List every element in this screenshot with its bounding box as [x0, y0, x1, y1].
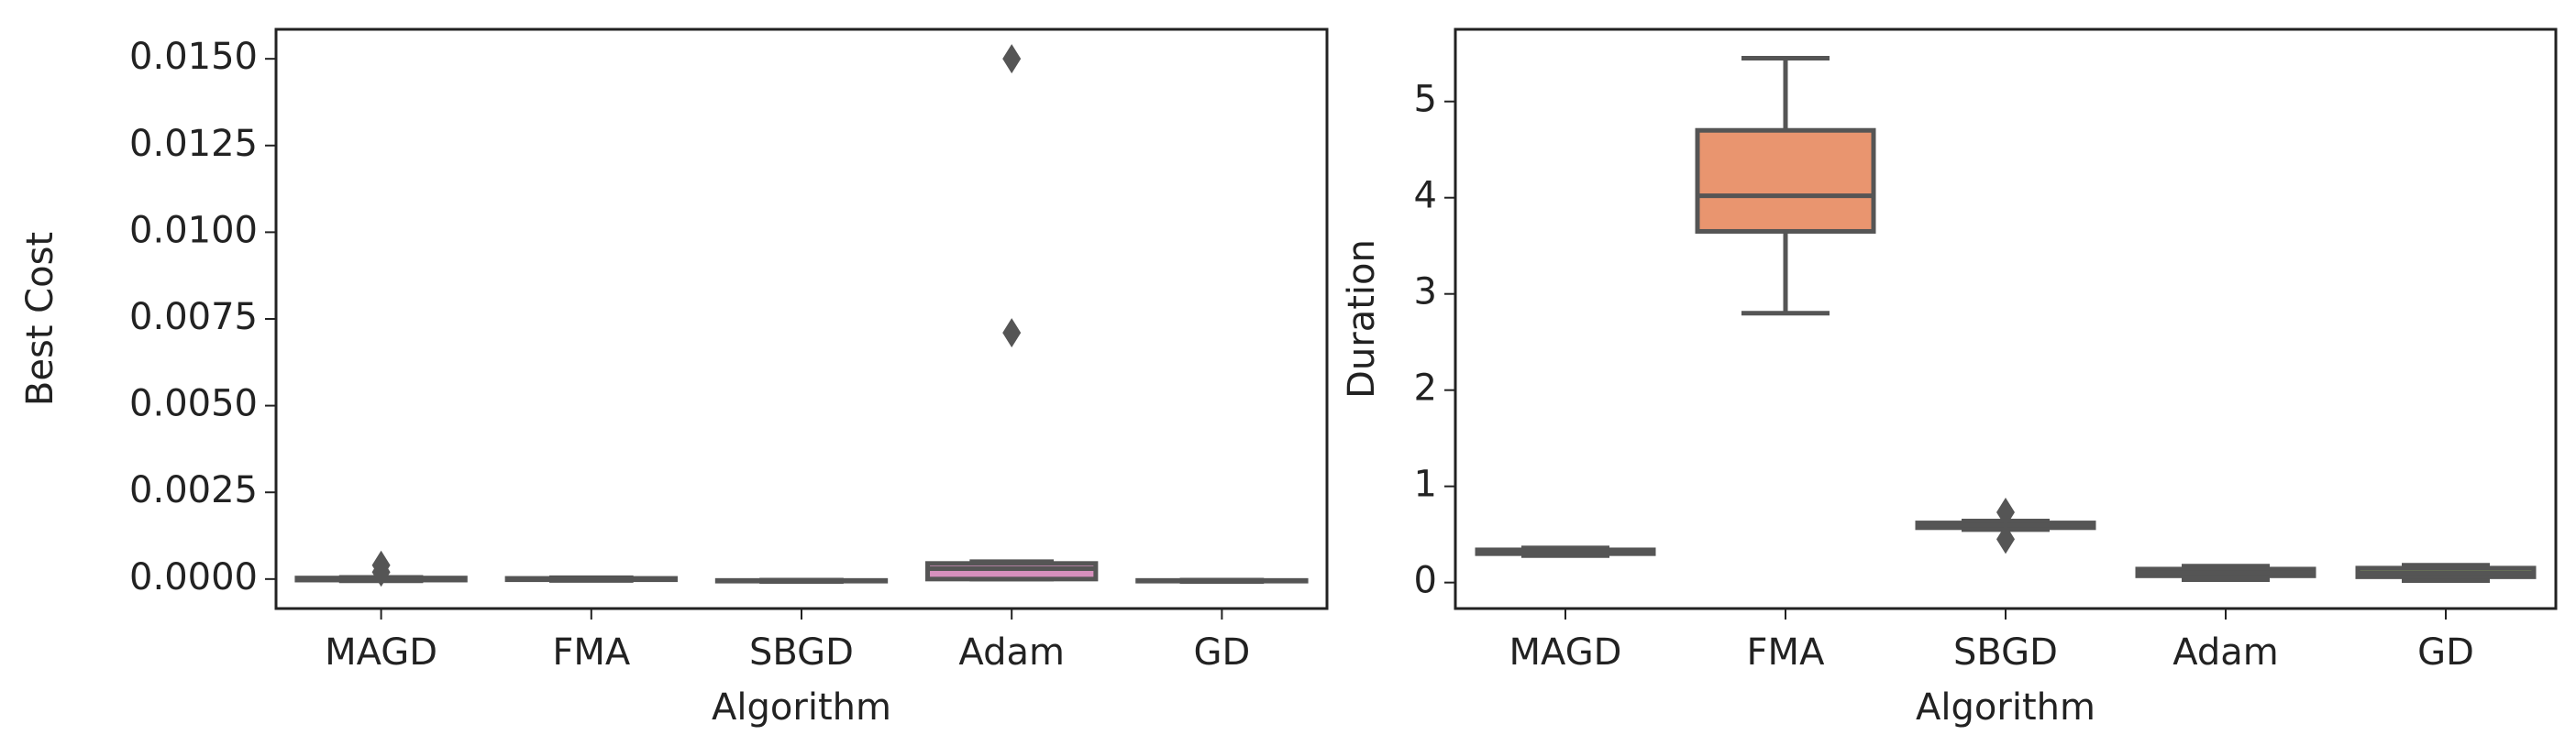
- x-tick-label: GD: [2417, 631, 2474, 674]
- flier: [1996, 524, 2015, 554]
- y-tick-label: 0.0025: [129, 469, 258, 511]
- y-tick-label: 0.0100: [129, 209, 258, 251]
- chart: 0.0000 0.0025 0.0050 0.0075 0.0100 0.0125 0.01…: [19, 27, 1329, 729]
- y-tick-label: 3: [1414, 271, 1437, 313]
- x-tick-label: MAGD: [1509, 631, 1622, 674]
- x-axis-label: Algorithm: [712, 686, 891, 729]
- chart: 0 1 2 3 4 5 MAGD FMA SBGD Adam GD Algorithm Duration: [1341, 27, 2558, 729]
- y-tick-label: 1: [1414, 464, 1437, 506]
- y-tick-label: 0.0050: [129, 383, 258, 425]
- y-tick-label: 0.0000: [129, 556, 258, 598]
- flier: [1002, 44, 1022, 74]
- x-axis-label: Algorithm: [1916, 686, 2095, 729]
- y-tick-label: 0: [1414, 560, 1437, 602]
- y-tick-label: 5: [1414, 79, 1437, 121]
- x-tick-label: SBGD: [1953, 631, 2058, 674]
- axes-frame: [1454, 27, 2558, 610]
- flier: [371, 557, 391, 587]
- box: [925, 561, 1099, 582]
- y-axis-label: Best Cost: [19, 232, 61, 406]
- y-tick-label: 0.0075: [129, 296, 258, 338]
- y-tick-label: 4: [1414, 175, 1437, 217]
- flier: [1002, 318, 1022, 348]
- x-tick-label: FMA: [1747, 631, 1826, 674]
- x-tick-label: MAGD: [325, 631, 437, 674]
- x-tick-label: Adam: [958, 631, 1065, 674]
- axes-frame: [274, 27, 1329, 610]
- box: [1695, 127, 1876, 234]
- x-tick-label: GD: [1194, 631, 1251, 674]
- y-tick-label: 2: [1414, 368, 1437, 410]
- y-axis-label: Duration: [1341, 239, 1383, 399]
- x-tick-label: FMA: [552, 631, 631, 674]
- x-tick-label: SBGD: [749, 631, 854, 674]
- y-tick-label: 0.0150: [129, 36, 258, 78]
- flier: [1996, 498, 2015, 528]
- x-tick-label: Adam: [2172, 631, 2279, 674]
- y-tick-label: 0.0125: [129, 123, 258, 165]
